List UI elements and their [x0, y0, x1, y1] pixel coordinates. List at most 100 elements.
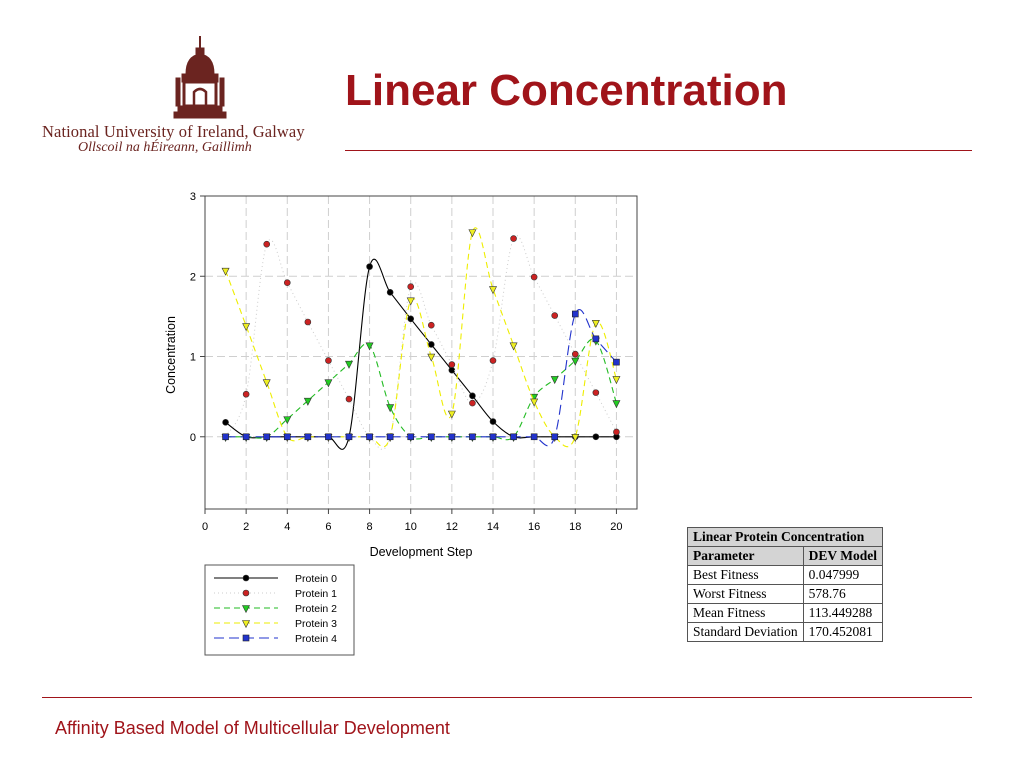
data-point: [551, 433, 559, 441]
table-cell: Mean Fitness: [687, 603, 804, 623]
data-point: [406, 297, 415, 306]
table-row: Best Fitness 0.047999: [687, 565, 884, 585]
stats-table: Linear Protein Concentration Parameter D…: [687, 527, 884, 642]
data-point: [386, 289, 394, 296]
data-point: [386, 404, 395, 413]
data-point: [530, 398, 539, 407]
y-tick-label: 3: [190, 191, 196, 203]
table-cell: Best Fitness: [687, 565, 804, 585]
footer-text: Affinity Based Model of Multicellular De…: [55, 718, 450, 738]
tower-emblem-icon: [173, 36, 227, 119]
data-point: [551, 312, 559, 319]
data-point: [592, 335, 600, 343]
data-point: [613, 428, 620, 436]
legend-marker: [242, 574, 250, 582]
data-point: [469, 433, 476, 441]
data-point: [427, 321, 435, 329]
data-point: [263, 240, 271, 248]
y-axis-label: Concentration: [164, 316, 178, 394]
y-tick-label: 2: [190, 271, 196, 283]
data-point: [612, 376, 621, 385]
x-tick-label: 10: [405, 521, 417, 533]
x-tick-label: 4: [284, 521, 290, 533]
table-header-dev-model: DEV Model: [802, 546, 884, 566]
y-tick-label: 1: [190, 352, 196, 364]
chart-legend: Protein 0 Protein 1 Protein 2 Protein 3 Prot…: [204, 564, 355, 656]
data-point: [468, 229, 477, 238]
data-point: [571, 310, 579, 318]
data-point: [469, 399, 476, 407]
legend-marker: [242, 620, 250, 629]
table-cell: Worst Fitness: [687, 584, 804, 604]
legend-marker: [242, 634, 250, 642]
slide-title: Linear Concentration: [345, 66, 788, 115]
x-tick-label: 0: [202, 521, 208, 533]
data-point: [550, 376, 559, 385]
data-point: [325, 433, 332, 441]
university-name: National University of Ireland, Galway: [42, 122, 305, 141]
table-cell: Standard Deviation: [687, 622, 804, 642]
x-tick-label: 8: [367, 521, 373, 533]
table-header-parameter: Parameter: [687, 546, 804, 566]
x-tick-label: 6: [325, 521, 331, 533]
data-point: [365, 342, 374, 351]
data-point: [221, 267, 230, 276]
data-point: [612, 400, 621, 409]
data-point: [407, 433, 415, 441]
data-point: [283, 433, 291, 441]
data-point: [530, 433, 538, 441]
series-protein-0: [222, 258, 620, 450]
data-point: [592, 389, 600, 396]
table-cell: 170.452081: [802, 622, 884, 642]
footer-divider: [42, 697, 972, 698]
x-tick-label: 18: [569, 521, 581, 533]
data-point: [509, 342, 518, 351]
data-point: [407, 315, 415, 323]
table-cell: 113.449288: [802, 603, 884, 623]
data-point: [489, 286, 497, 295]
legend-label: Protein 1: [295, 588, 337, 600]
data-point: [591, 320, 600, 328]
data-point: [345, 395, 353, 403]
data-point: [489, 418, 497, 425]
legend-box: [204, 564, 355, 656]
table-caption: Linear Protein Concentration: [687, 527, 883, 547]
data-point: [222, 433, 229, 441]
series-line: [225, 227, 617, 448]
university-logo: National University of Ireland, Galway O…: [40, 34, 315, 164]
table-cell: 0.047999: [802, 565, 884, 585]
x-axis-label: Development Step: [370, 545, 473, 559]
data-point: [447, 410, 456, 419]
data-point: [263, 433, 271, 441]
data-point: [571, 350, 579, 358]
data-point: [571, 433, 580, 442]
data-point: [345, 360, 353, 369]
data-point: [448, 366, 456, 374]
y-tick-label: 0: [190, 432, 196, 444]
data-point: [304, 318, 312, 326]
x-tick-label: 14: [487, 521, 499, 533]
data-point: [613, 358, 620, 366]
data-point: [242, 390, 250, 398]
data-point: [448, 433, 456, 441]
data-point: [489, 433, 497, 441]
table-row: Worst Fitness 578.76: [687, 584, 884, 604]
legend-label: Protein 2: [295, 603, 337, 615]
legend-label: Protein 3: [295, 618, 337, 630]
data-point: [448, 361, 456, 368]
series-protein-4: [222, 309, 620, 447]
data-point: [571, 357, 580, 366]
series-line: [225, 309, 617, 447]
table-row: Standard Deviation 170.452081: [687, 622, 884, 642]
data-point: [262, 379, 271, 388]
series-protein-1: [222, 235, 620, 450]
legend-marker: [242, 605, 250, 614]
data-point: [530, 273, 538, 281]
table-cell: 578.76: [802, 584, 884, 604]
series-layer: [221, 227, 621, 450]
university-name-irish: Ollscoil na hÉireann, Gaillimh: [78, 140, 252, 155]
data-point: [510, 433, 517, 441]
legend-label: Protein 0: [295, 573, 337, 585]
